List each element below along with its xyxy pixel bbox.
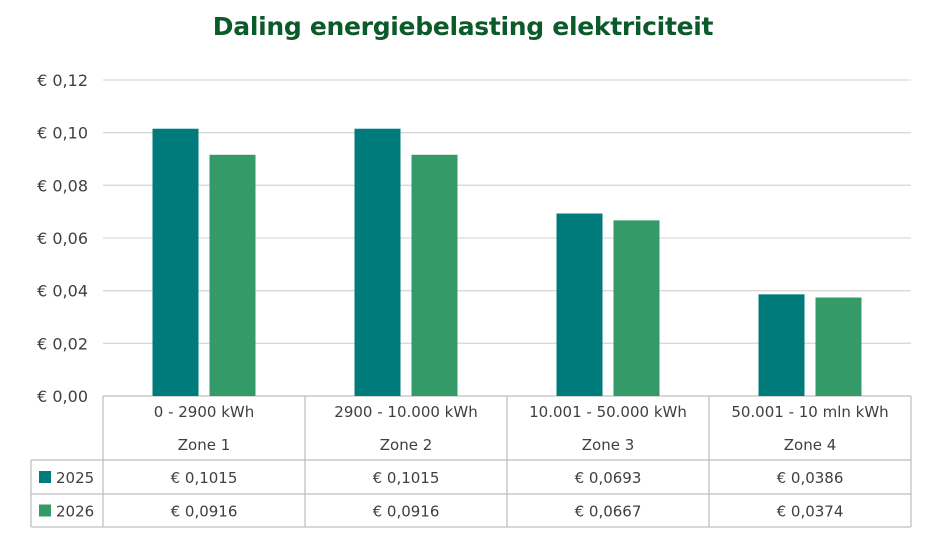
- data-table-cell: € 0,0916: [171, 503, 238, 521]
- category-label: 2900 - 10.000 kWh: [334, 403, 477, 421]
- data-table-cell: € 0,0374: [777, 503, 844, 521]
- bar-2025-2: [354, 128, 401, 396]
- category-sublabel: Zone 3: [582, 436, 635, 454]
- legend-key-2025: [39, 471, 51, 483]
- bar-2026-3: [613, 220, 660, 396]
- bar-2025-3: [556, 213, 603, 396]
- bar-2025-1: [152, 128, 199, 396]
- bar-2026-2: [411, 154, 458, 396]
- y-tick-label: € 0,00: [37, 387, 88, 406]
- data-table-cell: € 0,0667: [575, 503, 642, 521]
- legend-label: 2026: [56, 503, 94, 521]
- legend-label: 2025: [56, 469, 94, 487]
- category-sublabel: Zone 4: [784, 436, 837, 454]
- category-label: 10.001 - 50.000 kWh: [529, 403, 687, 421]
- bar-2025-4: [758, 294, 805, 396]
- bar-2026-4: [815, 297, 862, 396]
- data-table-cell: € 0,0916: [373, 503, 440, 521]
- data-table-cell: € 0,1015: [373, 469, 440, 487]
- category-label: 50.001 - 10 mln kWh: [731, 403, 888, 421]
- y-tick-label: € 0,02: [37, 334, 88, 353]
- category-label: 0 - 2900 kWh: [154, 403, 254, 421]
- bar-2026-1: [209, 154, 256, 396]
- data-table-cell: € 0,0386: [777, 469, 844, 487]
- y-tick-label: € 0,12: [37, 71, 88, 90]
- y-tick-label: € 0,08: [37, 176, 88, 195]
- data-table-cell: € 0,1015: [171, 469, 238, 487]
- chart-title: Daling energiebelasting elektriciteit: [212, 12, 714, 41]
- legend-key-2026: [39, 504, 51, 517]
- data-table-cell: € 0,0693: [575, 469, 642, 487]
- category-sublabel: Zone 1: [178, 436, 231, 454]
- category-sublabel: Zone 2: [380, 436, 433, 454]
- y-tick-label: € 0,04: [37, 282, 88, 301]
- y-tick-label: € 0,06: [37, 229, 88, 248]
- y-tick-label: € 0,10: [37, 124, 88, 143]
